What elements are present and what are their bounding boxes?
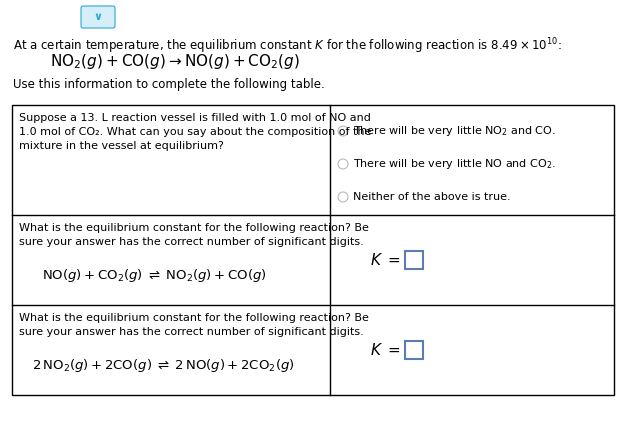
Text: $\mathrm{NO}(g)+\mathrm{CO_2}(g)\;\rightleftharpoons\;\mathrm{NO_2}(g)+\mathrm{C: $\mathrm{NO}(g)+\mathrm{CO_2}(g)\;\right… (42, 267, 267, 284)
Text: At a certain temperature, the equilibrium constant $K$ for the following reactio: At a certain temperature, the equilibriu… (13, 36, 562, 55)
Text: $K\;=$: $K\;=$ (370, 342, 400, 358)
Text: There will be very little $\mathrm{NO_2}$ and CO.: There will be very little $\mathrm{NO_2}… (353, 124, 556, 138)
Text: Neither of the above is true.: Neither of the above is true. (353, 192, 511, 202)
Bar (405, 341, 423, 359)
Circle shape (338, 126, 348, 136)
Bar (405, 251, 423, 269)
Text: What is the equilibrium constant for the following reaction? Be
sure your answer: What is the equilibrium constant for the… (19, 223, 369, 247)
FancyBboxPatch shape (81, 6, 115, 28)
Text: $\mathrm{NO_2}(g) + \mathrm{CO}(g) \rightarrow \mathrm{NO}(g) + \mathrm{CO_2}(g): $\mathrm{NO_2}(g) + \mathrm{CO}(g) \righ… (50, 52, 300, 71)
Text: What is the equilibrium constant for the following reaction? Be
sure your answer: What is the equilibrium constant for the… (19, 313, 369, 337)
Text: ∨: ∨ (93, 12, 103, 22)
Text: Use this information to complete the following table.: Use this information to complete the fol… (13, 78, 325, 91)
Bar (12, 105, 614, 395)
Text: There will be very little NO and $\mathrm{CO_2}$.: There will be very little NO and $\mathr… (353, 157, 556, 171)
Text: Suppose a 13. L reaction vessel is filled with 1.0 mol of NO and
1.0 mol of CO₂.: Suppose a 13. L reaction vessel is fille… (19, 113, 371, 151)
Text: $K\;=$: $K\;=$ (370, 252, 400, 268)
Circle shape (338, 159, 348, 169)
Circle shape (338, 192, 348, 202)
Text: $2\,\mathrm{NO_2}(g)+2\mathrm{CO}(g)\;\rightleftharpoons\;2\,\mathrm{NO}(g)+2\ma: $2\,\mathrm{NO_2}(g)+2\mathrm{CO}(g)\;\r… (32, 357, 295, 374)
